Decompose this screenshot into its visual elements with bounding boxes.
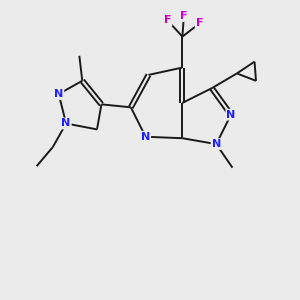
Text: N: N [212, 139, 221, 149]
Text: F: F [180, 11, 188, 21]
Text: N: N [61, 118, 71, 128]
Text: F: F [196, 18, 203, 28]
Text: N: N [141, 132, 150, 142]
Text: F: F [164, 15, 171, 26]
Text: N: N [226, 110, 236, 120]
Text: N: N [54, 89, 63, 99]
